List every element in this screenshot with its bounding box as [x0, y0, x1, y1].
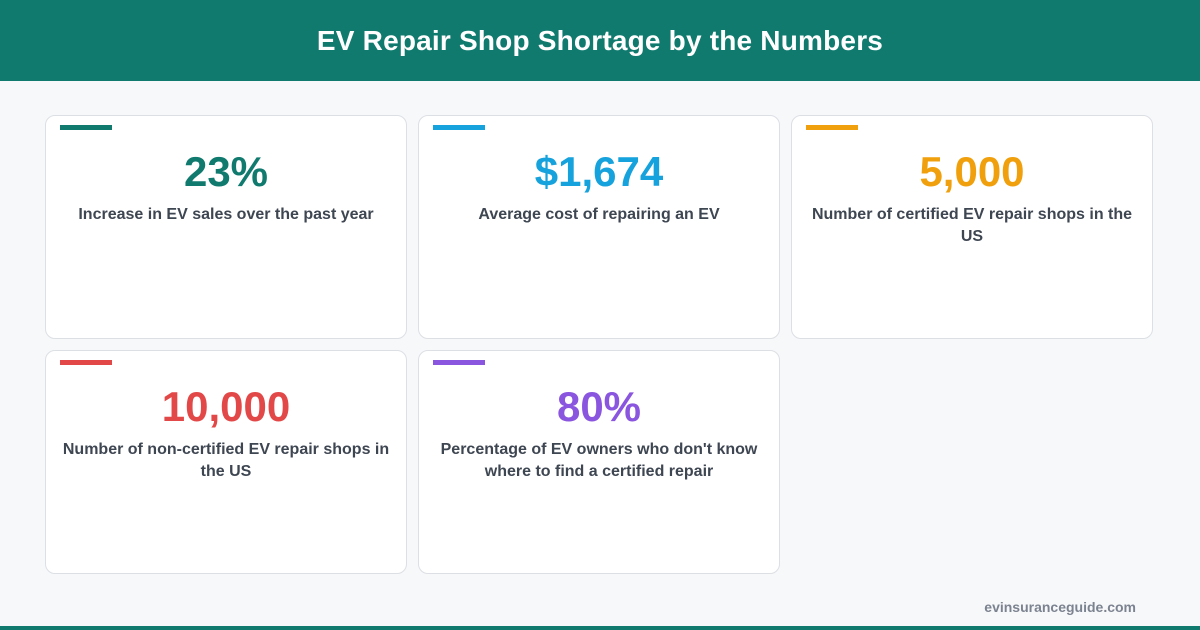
stat-value: $1,674: [534, 148, 664, 195]
site-url: evinsuranceguide.com: [984, 599, 1136, 615]
stat-label: Percentage of EV owners who don't know w…: [440, 441, 758, 480]
stat-value: 5,000: [919, 148, 1025, 195]
stat-label: Average cost of repairing an EV: [478, 206, 720, 223]
stat-label: Increase in EV sales over the past year: [78, 206, 374, 223]
stat-card-owner-awareness: 80% Percentage of EV owners who don't kn…: [418, 350, 780, 574]
stat-card-repair-cost: $1,674 Average cost of repairing an EV: [418, 115, 780, 339]
footer-bar: [0, 626, 1200, 630]
stat-card-certified-shops: 5,000 Number of certified EV repair shop…: [791, 115, 1153, 339]
accent-bar: [433, 360, 485, 365]
stat-card-non-certified-shops: 10,000 Number of non-certified EV repair…: [45, 350, 407, 574]
stat-value: 23%: [183, 148, 269, 195]
accent-bar: [60, 360, 112, 365]
stat-value: 80%: [556, 383, 642, 430]
stat-label: Number of non-certified EV repair shops …: [62, 441, 390, 480]
accent-bar: [806, 125, 858, 130]
stat-value: 10,000: [161, 383, 291, 430]
stat-card-ev-sales: 23% Increase in EV sales over the past y…: [45, 115, 407, 339]
header-banner: EV Repair Shop Shortage by the Numbers: [0, 0, 1200, 81]
page-title: EV Repair Shop Shortage by the Numbers: [316, 24, 884, 56]
stat-label: Number of certified EV repair shops in t…: [811, 206, 1133, 245]
accent-bar: [433, 125, 485, 130]
accent-bar: [60, 125, 112, 130]
stats-grid: 23% Increase in EV sales over the past y…: [45, 115, 1155, 576]
